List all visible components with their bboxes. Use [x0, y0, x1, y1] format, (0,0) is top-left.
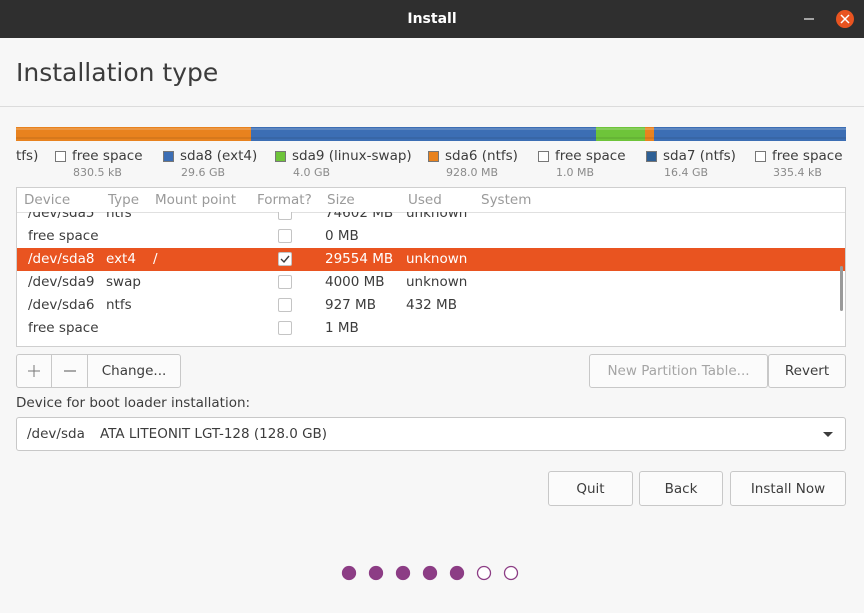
legend-size: 335.4 kB	[773, 166, 822, 179]
column-header: Device	[24, 192, 71, 208]
cell-used: unknown	[406, 274, 468, 290]
cell-used: unknown	[406, 251, 468, 267]
legend-label: free space	[555, 148, 626, 164]
column-header: Format?	[257, 192, 312, 208]
cell-used: unknown	[406, 212, 468, 221]
cell-type: ext4	[106, 251, 136, 267]
format-checkbox[interactable]	[278, 321, 292, 335]
column-header: System	[481, 192, 532, 208]
column-header: Mount point	[155, 192, 237, 208]
partition-bar	[16, 127, 846, 141]
cell-device: /dev/sda9	[28, 274, 95, 290]
format-checkbox[interactable]	[278, 275, 292, 289]
table-row[interactable]: free space 1 MB	[17, 317, 845, 340]
legend-label: sda6 (ntfs)	[445, 148, 518, 164]
progress-dot	[476, 565, 492, 581]
legend-swatch	[163, 151, 174, 162]
legend-swatch	[428, 151, 439, 162]
legend-size: 16.4 GB	[664, 166, 709, 179]
progress-dot	[503, 565, 519, 581]
legend-swatch	[646, 151, 657, 162]
cell-size: 1 MB	[325, 320, 359, 336]
legend-label: tfs)	[16, 148, 39, 164]
back-button[interactable]: Back	[639, 471, 723, 506]
legend-swatch	[755, 151, 766, 162]
page-heading: Installation type	[16, 58, 219, 87]
legend-label: sda7 (ntfs)	[663, 148, 736, 164]
column-header: Size	[327, 192, 355, 208]
progress-dot	[395, 565, 411, 581]
format-checkbox[interactable]	[278, 298, 292, 312]
boot-loader-label: Device for boot loader installation:	[16, 395, 251, 411]
table-row[interactable]: /dev/sda9 swap 4000 MB unknown	[17, 271, 845, 294]
cell-device: /dev/sda5	[28, 212, 95, 221]
remove-button[interactable]	[51, 354, 88, 388]
window-controls	[804, 10, 854, 28]
table-row[interactable]: /dev/sda5 ntfs 74602 MB unknown	[17, 212, 845, 225]
cell-mount: /	[153, 251, 158, 267]
change-button[interactable]: Change...	[87, 354, 181, 388]
partition-table: /dev/sda5 ntfs 74602 MB unknown free space 0 …	[16, 187, 846, 347]
cell-type: ntfs	[106, 212, 132, 221]
table-header	[17, 188, 845, 213]
install-now-button[interactable]: Install Now	[730, 471, 846, 506]
boot-device-combo[interactable]: /dev/sda ATA LITEONIT LGT-128 (128.0 GB)	[16, 417, 846, 451]
format-checkbox[interactable]	[278, 252, 292, 266]
format-checkbox[interactable]	[278, 229, 292, 243]
legend-swatch	[275, 151, 286, 162]
add-button[interactable]	[16, 354, 52, 388]
progress-dot	[341, 565, 357, 581]
separator	[0, 106, 864, 107]
legend-size: 830.5 kB	[73, 166, 122, 179]
cell-type: swap	[106, 274, 141, 290]
cell-size: 927 MB	[325, 297, 376, 313]
legend-size: 928.0 MB	[446, 166, 499, 179]
table-row[interactable]: free space 0 MB	[17, 225, 845, 248]
boot-device-description: ATA LITEONIT LGT-128 (128.0 GB)	[100, 426, 328, 442]
cell-size: 29554 MB	[325, 251, 394, 267]
progress-dot	[422, 565, 438, 581]
legend-size: 1.0 MB	[556, 166, 595, 179]
column-header: Type	[108, 192, 140, 208]
boot-device: /dev/sda	[27, 426, 85, 442]
cell-size: 74602 MB	[325, 212, 394, 221]
legend-label: sda9 (linux-swap)	[292, 148, 412, 164]
legend-label: sda8 (ext4)	[180, 148, 258, 164]
cell-device: /dev/sda6	[28, 297, 95, 313]
legend-size: 29.6 GB	[181, 166, 226, 179]
cell-device: free space	[28, 320, 99, 336]
cell-size: 4000 MB	[325, 274, 385, 290]
legend-label: free space	[72, 148, 143, 164]
progress-dots	[341, 565, 519, 581]
cell-size: 0 MB	[325, 228, 359, 244]
legend-swatch	[538, 151, 549, 162]
cell-used: 432 MB	[406, 297, 457, 313]
column-header: Used	[408, 192, 442, 208]
cell-device: /dev/sda8	[28, 251, 95, 267]
table-row[interactable]: /dev/sda6 ntfs 927 MB 432 MB	[17, 294, 845, 317]
legend-label: free space	[772, 148, 843, 164]
table-body: /dev/sda5 ntfs 74602 MB unknown free space 0 …	[17, 212, 845, 346]
scrollbar[interactable]	[840, 266, 843, 311]
window-title: Install	[407, 11, 457, 27]
dropdown-arrow	[823, 432, 833, 437]
cell-device: free space	[28, 228, 99, 244]
table-row[interactable]: /dev/sda8 ext4 / 29554 MB unknown	[17, 248, 845, 271]
progress-dot	[368, 565, 384, 581]
format-checkbox[interactable]	[278, 212, 292, 220]
revert-button[interactable]: Revert	[768, 354, 846, 388]
legend-swatch	[55, 151, 66, 162]
title-bar: Install	[0, 0, 864, 38]
quit-button[interactable]: Quit	[548, 471, 633, 506]
new-partition-table-button[interactable]: New Partition Table...	[589, 354, 768, 388]
legend-size: 4.0 GB	[293, 166, 331, 179]
cell-type: ntfs	[106, 297, 132, 313]
progress-dot	[449, 565, 465, 581]
